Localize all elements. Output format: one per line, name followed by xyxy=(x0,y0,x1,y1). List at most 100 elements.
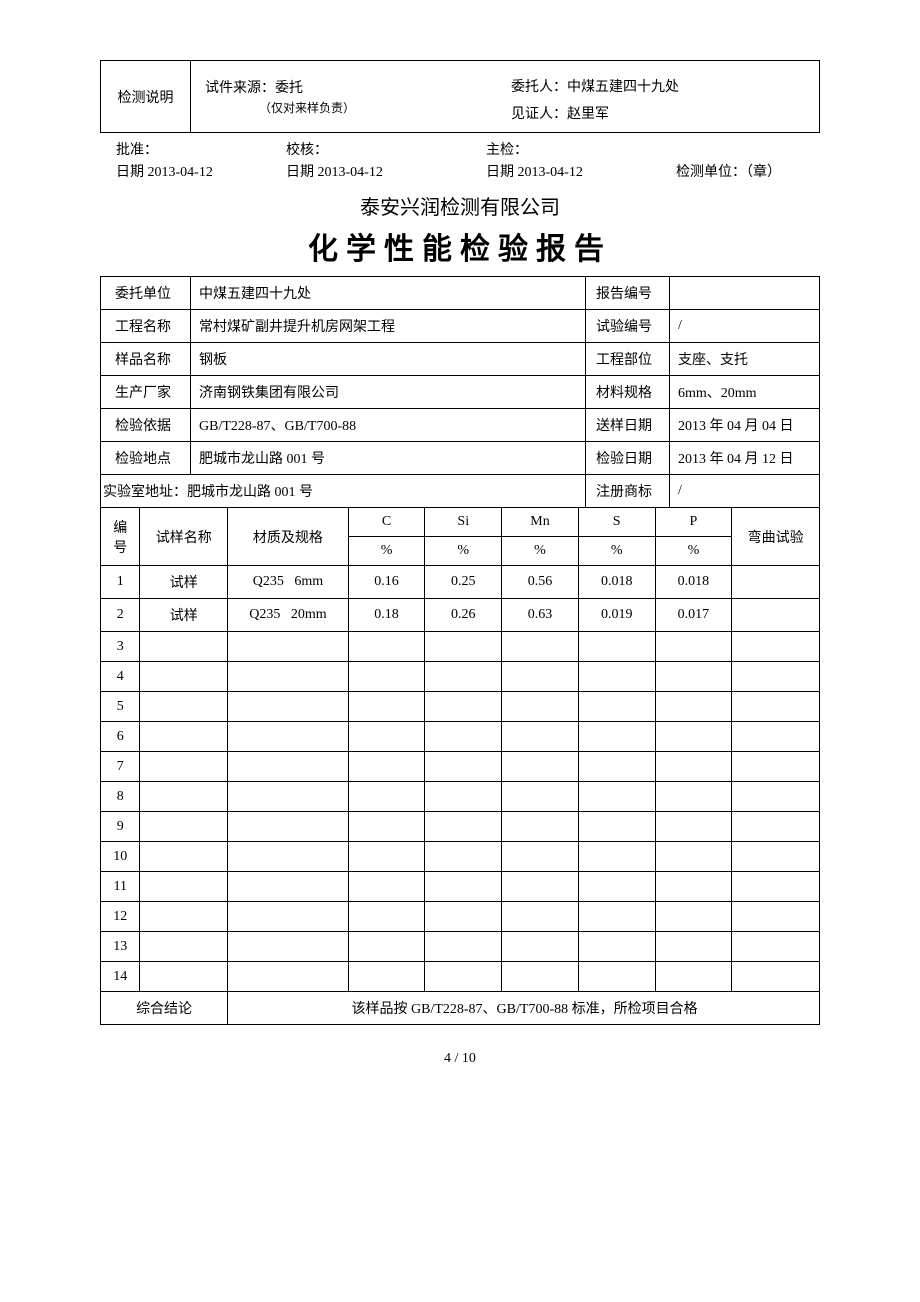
cell-c xyxy=(348,722,425,752)
entrust-unit-value: 中煤五建四十九处 xyxy=(191,277,586,310)
cell-num: 10 xyxy=(101,842,140,872)
cell-p: 0.018 xyxy=(655,566,732,599)
report-no-label: 报告编号 xyxy=(586,277,670,310)
cell-mat xyxy=(228,692,349,722)
cell-c xyxy=(348,962,425,992)
col-c-unit: % xyxy=(348,537,425,566)
send-date-value: 2013 年 04 月 04 日 xyxy=(670,409,820,442)
cell-bend xyxy=(732,812,820,842)
cell-p xyxy=(655,722,732,752)
cell-p xyxy=(655,842,732,872)
witness-label: 见证人： xyxy=(511,107,567,122)
cell-c xyxy=(348,842,425,872)
cell-c xyxy=(348,902,425,932)
col-si-unit: % xyxy=(425,537,502,566)
cell-p xyxy=(655,752,732,782)
cell-c xyxy=(348,782,425,812)
cell-p xyxy=(655,932,732,962)
cell-s: 0.019 xyxy=(578,599,655,632)
col-mn-unit: % xyxy=(502,537,579,566)
cell-s xyxy=(578,902,655,932)
inspection-note-content: 试件来源：委托 （仅对来样负责） 委托人：中煤五建四十九处 见证人：赵里军 xyxy=(191,61,820,133)
cell-bend xyxy=(732,692,820,722)
cell-c: 0.18 xyxy=(348,599,425,632)
table-row: 2试样Q235 20mm0.180.260.630.0190.017 xyxy=(101,599,820,632)
cell-mat xyxy=(228,902,349,932)
cell-name xyxy=(140,842,228,872)
cell-mn xyxy=(502,812,579,842)
project-part-value: 支座、支托 xyxy=(670,343,820,376)
cell-s xyxy=(578,722,655,752)
conclusion-value: 该样品按 GB/T228-87、GB/T700-88 标准，所检项目合格 xyxy=(228,992,820,1025)
col-num: 编号 xyxy=(101,508,140,566)
data-table: 编号 试样名称 材质及规格 C Si Mn S P 弯曲试验 % % % % %… xyxy=(100,508,820,1025)
cell-p xyxy=(655,782,732,812)
cell-mat: Q235 20mm xyxy=(228,599,349,632)
document-page: 检测说明 试件来源：委托 （仅对来样负责） 委托人：中煤五建四十九处 见证人：赵… xyxy=(0,0,920,1107)
cell-s xyxy=(578,692,655,722)
table-row: 12 xyxy=(101,902,820,932)
cell-si xyxy=(425,812,502,842)
cell-bend xyxy=(732,902,820,932)
table-row: 9 xyxy=(101,812,820,842)
info-table: 委托单位 中煤五建四十九处 报告编号 工程名称 常村煤矿副井提升机房网架工程 试… xyxy=(100,276,820,508)
cell-name xyxy=(140,902,228,932)
cell-name: 试样 xyxy=(140,599,228,632)
cell-mat xyxy=(228,872,349,902)
spec-label: 材料规格 xyxy=(586,376,670,409)
cell-c xyxy=(348,632,425,662)
cell-num: 1 xyxy=(101,566,140,599)
approve-label: 批准： xyxy=(116,139,286,159)
table-row: 13 xyxy=(101,932,820,962)
source-value: 委托 xyxy=(275,81,303,96)
table-row: 3 xyxy=(101,632,820,662)
table-row: 8 xyxy=(101,782,820,812)
cell-si xyxy=(425,722,502,752)
col-p: P xyxy=(655,508,732,537)
cell-name xyxy=(140,662,228,692)
table-row: 14 xyxy=(101,962,820,992)
col-mn: Mn xyxy=(502,508,579,537)
witness-value: 赵里军 xyxy=(567,107,609,122)
cell-num: 7 xyxy=(101,752,140,782)
cell-mat xyxy=(228,782,349,812)
table-row: 11 xyxy=(101,872,820,902)
company-name: 泰安兴润检测有限公司 xyxy=(100,191,820,220)
cell-p: 0.017 xyxy=(655,599,732,632)
cell-si xyxy=(425,662,502,692)
cell-bend xyxy=(732,842,820,872)
cell-mn xyxy=(502,782,579,812)
cell-name xyxy=(140,962,228,992)
cell-num: 2 xyxy=(101,599,140,632)
table-row: 6 xyxy=(101,722,820,752)
entruster-label: 委托人： xyxy=(511,80,567,95)
location-value: 肥城市龙山路 001 号 xyxy=(191,442,586,475)
project-name-value: 常村煤矿副井提升机房网架工程 xyxy=(191,310,586,343)
table-row: 7 xyxy=(101,752,820,782)
cell-mn xyxy=(502,752,579,782)
cell-num: 6 xyxy=(101,722,140,752)
cell-c xyxy=(348,812,425,842)
col-mat-spec: 材质及规格 xyxy=(228,508,349,566)
cell-bend xyxy=(732,872,820,902)
cell-mn xyxy=(502,632,579,662)
cell-si xyxy=(425,932,502,962)
table-row: 5 xyxy=(101,692,820,722)
basis-label: 检验依据 xyxy=(101,409,191,442)
sample-name-value: 钢板 xyxy=(191,343,586,376)
cell-s xyxy=(578,962,655,992)
cell-bend xyxy=(732,782,820,812)
cell-si: 0.25 xyxy=(425,566,502,599)
cell-bend xyxy=(732,566,820,599)
lab-addr-cell: 实验室地址：肥城市龙山路 001 号 xyxy=(101,475,586,508)
cell-c xyxy=(348,932,425,962)
cell-mn xyxy=(502,872,579,902)
date-row: 日期 2013-04-12 日期 2013-04-12 日期 2013-04-1… xyxy=(116,161,820,181)
cell-num: 9 xyxy=(101,812,140,842)
col-p-unit: % xyxy=(655,537,732,566)
cell-si xyxy=(425,632,502,662)
location-label: 检验地点 xyxy=(101,442,191,475)
cell-mn xyxy=(502,842,579,872)
cell-si xyxy=(425,782,502,812)
cell-num: 8 xyxy=(101,782,140,812)
